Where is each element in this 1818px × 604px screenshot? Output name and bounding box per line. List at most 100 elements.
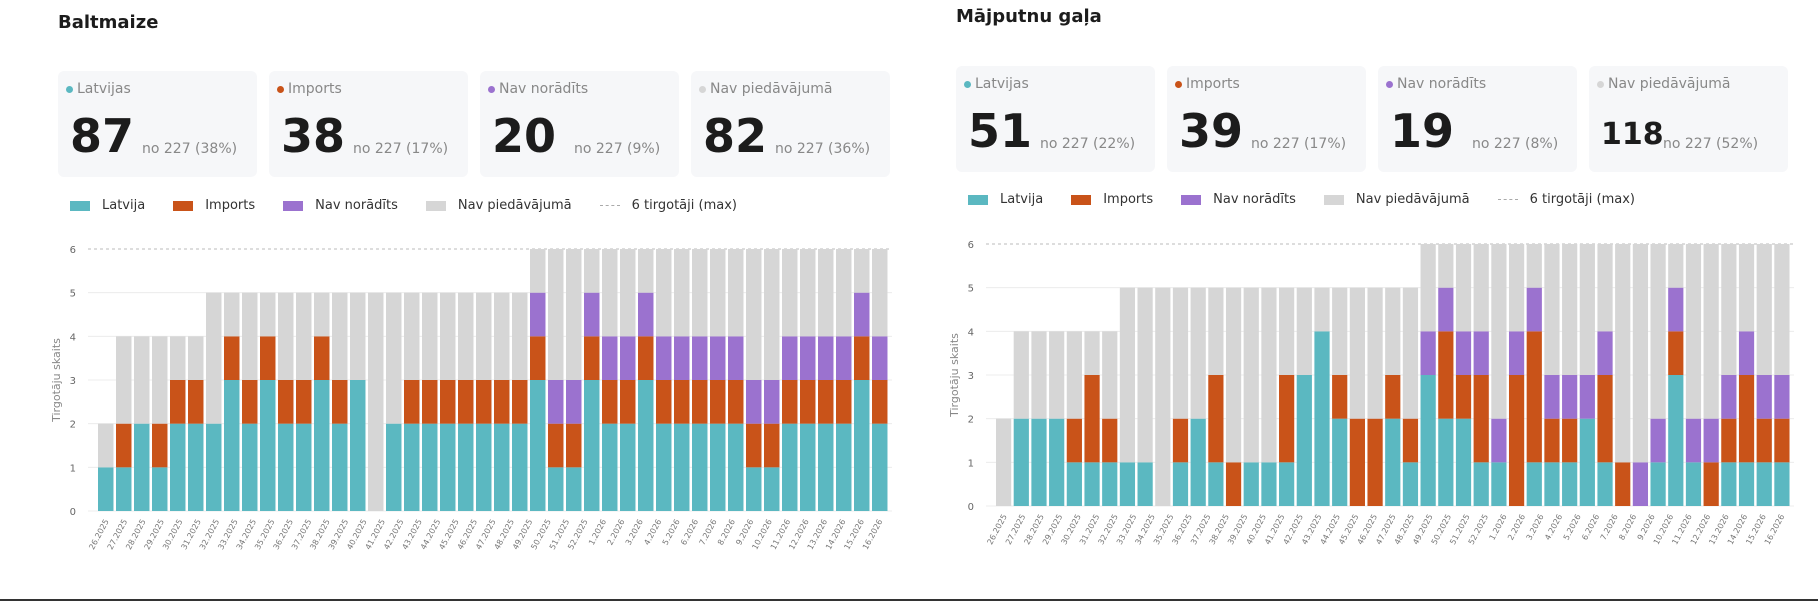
bar-nav-piedavajuma[interactable] (1508, 244, 1525, 332)
bar-nav-piedavajuma[interactable] (1703, 244, 1719, 419)
bar-nav-piedavajuma[interactable] (1031, 331, 1047, 419)
bar-nav-piedavajuma[interactable] (1579, 244, 1595, 375)
bar-imports[interactable] (1544, 418, 1560, 463)
bar-nav-piedavajuma[interactable] (1279, 287, 1295, 375)
bar-nav-piedavajuma[interactable] (260, 292, 276, 337)
bar-latvija[interactable] (674, 423, 690, 511)
bar-imports[interactable] (512, 380, 528, 424)
bar-latvija[interactable] (1756, 462, 1772, 506)
bar-imports[interactable] (1508, 375, 1525, 506)
bar-nav-noradits[interactable] (1579, 375, 1595, 419)
bar-imports[interactable] (566, 423, 582, 468)
bar-nav-piedavajuma[interactable] (782, 249, 798, 337)
legend-nap[interactable]: Nav piedāvājumā (425, 198, 572, 213)
bar-nav-noradits[interactable] (872, 336, 888, 380)
bar-latvija[interactable] (116, 467, 132, 511)
bar-imports[interactable] (1208, 375, 1224, 463)
bar-nav-piedavajuma[interactable] (1473, 244, 1489, 332)
bar-imports[interactable] (1473, 375, 1489, 463)
bar-nav-piedavajuma[interactable] (242, 292, 258, 380)
bar-imports[interactable] (584, 336, 600, 380)
bar-nav-noradits[interactable] (1562, 375, 1578, 419)
bar-imports[interactable] (224, 336, 240, 380)
bar-latvija[interactable] (260, 380, 276, 511)
bar-latvija[interactable] (1438, 418, 1454, 506)
bar-nav-noradits[interactable] (1721, 375, 1737, 419)
bar-latvija[interactable] (1685, 462, 1702, 506)
bar-latvija[interactable] (278, 423, 294, 511)
bar-nav-noradits[interactable] (836, 336, 852, 380)
bar-nav-piedavajuma[interactable] (1526, 244, 1542, 288)
bar-latvija[interactable] (1243, 462, 1259, 506)
bar-nav-piedavajuma[interactable] (494, 292, 510, 380)
bar-nav-piedavajuma[interactable] (1172, 287, 1189, 419)
bar-latvija[interactable] (1491, 462, 1507, 506)
bar-imports[interactable] (152, 423, 168, 468)
bar-latvija[interactable] (638, 380, 654, 511)
bar-latvija[interactable] (152, 467, 168, 511)
bar-nav-piedavajuma[interactable] (134, 336, 150, 424)
bar-imports[interactable] (692, 380, 708, 424)
bar-latvija[interactable] (1066, 462, 1082, 506)
bar-nav-piedavajuma[interactable] (710, 249, 726, 337)
bar-imports[interactable] (404, 380, 420, 424)
bar-nav-piedavajuma[interactable] (1685, 244, 1702, 419)
bar-nav-piedavajuma[interactable] (1544, 244, 1560, 375)
bar-nav-piedavajuma[interactable] (422, 292, 438, 380)
legend-nav[interactable]: Nav norādīts (283, 198, 398, 213)
bar-nav-piedavajuma[interactable] (512, 292, 528, 380)
bar-imports[interactable] (710, 380, 726, 424)
bar-latvija[interactable] (1137, 462, 1153, 506)
bar-nav-noradits[interactable] (1632, 462, 1649, 506)
bar-nav-piedavajuma[interactable] (1119, 287, 1136, 463)
bar-nav-noradits[interactable] (656, 336, 672, 380)
bar-latvija[interactable] (1172, 462, 1189, 506)
bar-latvija[interactable] (1650, 462, 1666, 506)
bar-latvija[interactable] (1296, 375, 1312, 506)
bar-latvija[interactable] (620, 423, 636, 511)
bar-nav-noradits[interactable] (818, 336, 834, 380)
bar-nav-noradits[interactable] (1473, 331, 1489, 375)
bar-latvija[interactable] (476, 423, 492, 511)
bar-imports[interactable] (818, 380, 834, 424)
bar-latvija[interactable] (188, 423, 204, 511)
bar-latvija[interactable] (602, 423, 618, 511)
bar-nav-noradits[interactable] (1438, 287, 1454, 332)
bar-nav-piedavajuma[interactable] (566, 249, 582, 380)
bar-imports[interactable] (1756, 418, 1772, 463)
bar-imports[interactable] (260, 336, 276, 380)
bar-latvija[interactable] (458, 423, 474, 511)
bar-nav-noradits[interactable] (1738, 331, 1755, 375)
legend-max[interactable]: 6 tirgotāji (max) (1497, 192, 1635, 207)
bar-imports[interactable] (1066, 418, 1082, 463)
bar-imports[interactable] (1102, 418, 1118, 463)
bar-nav-piedavajuma[interactable] (1385, 287, 1401, 375)
bar-latvija[interactable] (98, 467, 114, 511)
bar-nav-piedavajuma[interactable] (440, 292, 456, 380)
bar-nav-piedavajuma[interactable] (458, 292, 474, 380)
bar-nav-piedavajuma[interactable] (818, 249, 834, 337)
bar-nav-piedavajuma[interactable] (1632, 244, 1649, 463)
bar-nav-piedavajuma[interactable] (1049, 331, 1065, 419)
bar-latvija[interactable] (710, 423, 726, 511)
bar-imports[interactable] (1597, 375, 1613, 463)
bar-nav-piedavajuma[interactable] (206, 292, 222, 424)
bar-nav-noradits[interactable] (1508, 331, 1525, 375)
bar-nav-piedavajuma[interactable] (1243, 287, 1259, 463)
bar-nav-piedavajuma[interactable] (1615, 244, 1631, 463)
bar-imports[interactable] (1225, 462, 1242, 506)
bar-imports[interactable] (800, 380, 816, 424)
bar-nav-piedavajuma[interactable] (1455, 244, 1472, 332)
bar-nav-piedavajuma[interactable] (602, 249, 618, 337)
bar-imports[interactable] (440, 380, 456, 424)
bar-nav-noradits[interactable] (782, 336, 798, 380)
bar-nav-piedavajuma[interactable] (1013, 331, 1029, 419)
bar-nav-piedavajuma[interactable] (728, 249, 744, 337)
bar-nav-noradits[interactable] (1597, 331, 1613, 375)
bar-latvija[interactable] (1455, 418, 1472, 506)
bar-nav-noradits[interactable] (1650, 418, 1666, 463)
bar-imports[interactable] (170, 380, 186, 424)
bar-imports[interactable] (782, 380, 798, 424)
bar-imports[interactable] (1668, 331, 1684, 375)
bar-imports[interactable] (1279, 375, 1295, 463)
